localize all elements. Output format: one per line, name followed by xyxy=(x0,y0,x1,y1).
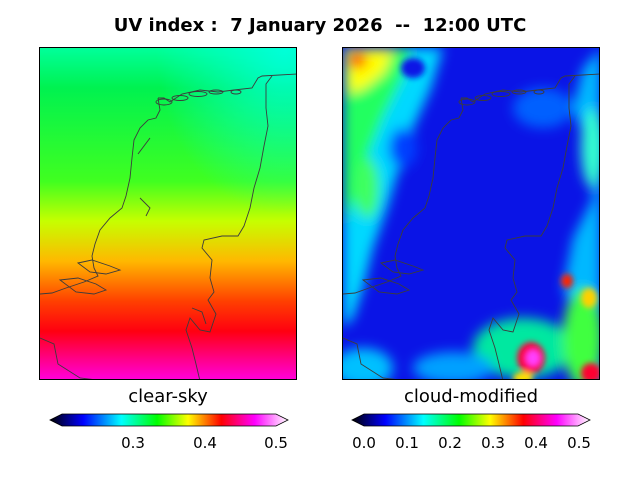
netherlands-coastline xyxy=(40,73,296,379)
map-title: UV index : 7 January 2026 -- 12:00 UTC xyxy=(113,15,527,36)
cloud-modified-tick: 0.3 xyxy=(481,434,505,452)
clear-sky-tick: 0.5 xyxy=(264,434,288,452)
cloud-modified-tick: 0.5 xyxy=(567,434,591,452)
cloud-modified-tick: 0.0 xyxy=(352,434,376,452)
cloud-modified-label: cloud-modified xyxy=(403,386,539,407)
cloud-modified-map xyxy=(342,47,600,380)
wadden-islands xyxy=(155,89,242,106)
cloud-modified-tick: 0.4 xyxy=(524,434,548,452)
cloud-modified-tick: 0.1 xyxy=(395,434,419,452)
clear-sky-label: clear-sky xyxy=(128,386,208,407)
clear-sky-tick: 0.3 xyxy=(121,434,145,452)
netherlands-coastline-right xyxy=(343,73,599,379)
clear-sky-tick: 0.4 xyxy=(193,434,217,452)
cloud-modified-tick: 0.2 xyxy=(438,434,462,452)
clear-sky-map xyxy=(39,47,297,380)
clear-sky-colorbar xyxy=(49,413,289,427)
cloud-modified-colorbar xyxy=(351,413,591,427)
